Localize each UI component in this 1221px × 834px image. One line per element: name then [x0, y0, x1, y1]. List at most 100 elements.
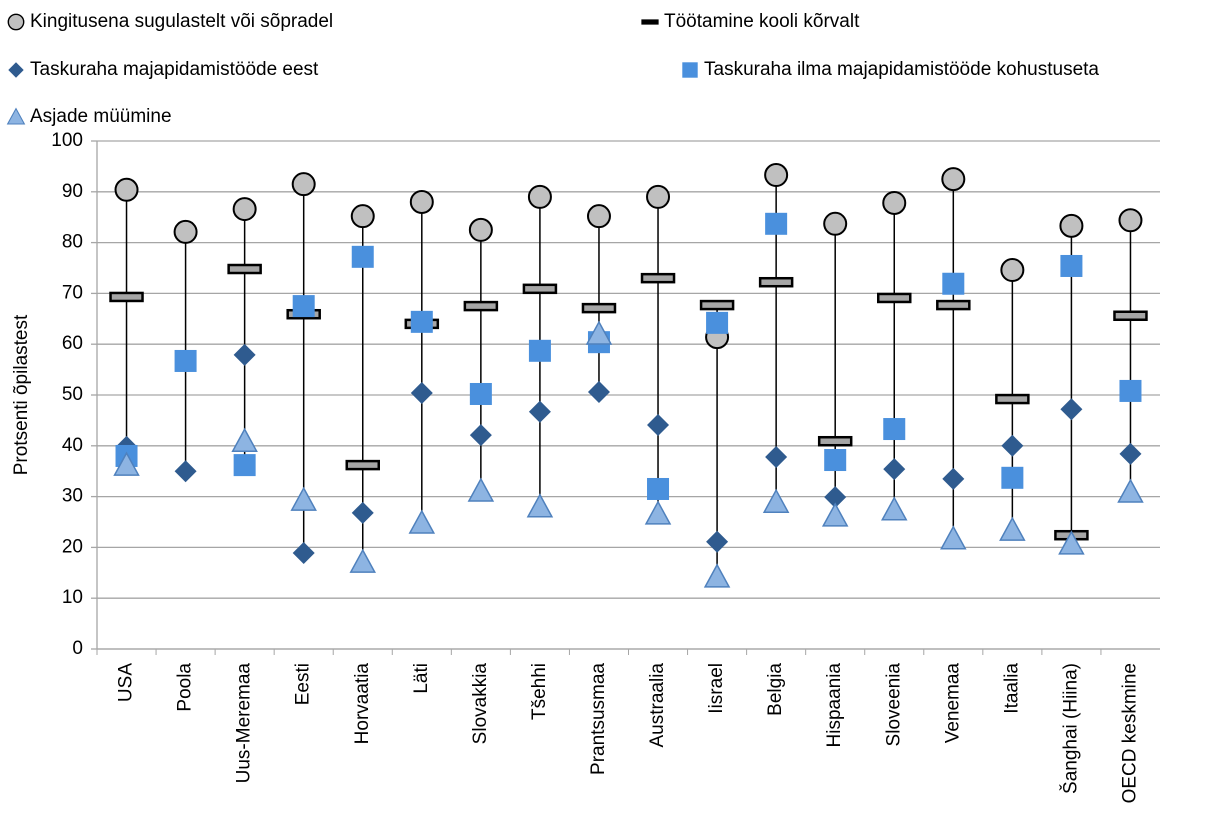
square-marker	[682, 62, 698, 78]
legend-item	[8, 62, 24, 78]
y-tick-label: 100	[51, 130, 83, 151]
y-tick-label: 50	[62, 384, 83, 405]
circle-marker	[941, 167, 966, 192]
x-tick-label: Tšehhi	[529, 663, 550, 720]
y-tick-label: 20	[62, 536, 83, 557]
triangle-marker	[644, 500, 672, 525]
square-marker	[1001, 466, 1024, 489]
circle-marker	[823, 211, 848, 236]
legend-label: Asjade müümine	[30, 106, 172, 127]
diamond-marker	[765, 445, 788, 468]
y-tick-label: 30	[62, 486, 83, 507]
y-tick-label: 60	[62, 333, 83, 354]
dash-marker	[640, 272, 676, 284]
diamond-marker	[469, 424, 492, 447]
diamond-marker	[1001, 434, 1024, 457]
diamond-marker	[292, 541, 315, 564]
circle-marker	[173, 219, 198, 244]
triangle-marker	[290, 486, 317, 511]
y-tick-label: 0	[72, 638, 83, 659]
square-marker	[647, 477, 670, 500]
x-tick-label: Horvaatia	[352, 663, 373, 745]
square-marker	[765, 212, 788, 235]
diamond-marker	[528, 400, 551, 423]
circle-marker	[1000, 258, 1025, 283]
dash-marker	[581, 302, 617, 314]
diamond-marker	[1060, 398, 1083, 421]
triangle-marker	[231, 427, 258, 452]
x-tick-label: Hispaania	[824, 663, 845, 748]
square-marker	[528, 339, 551, 362]
dash-marker	[463, 300, 499, 312]
square-marker	[942, 272, 965, 295]
square-marker	[469, 382, 492, 405]
diamond-marker	[883, 458, 906, 481]
y-tick-label: 80	[62, 232, 83, 253]
triangle-marker	[703, 563, 731, 588]
dash-marker	[758, 276, 794, 288]
dash-marker	[817, 435, 853, 447]
diamond-marker	[647, 413, 670, 436]
y-axis-label: Protsenti õpilastest	[11, 314, 32, 475]
x-tick-label: Iisrael	[706, 663, 727, 714]
legend-item	[641, 19, 659, 25]
square-marker	[174, 349, 197, 372]
diamond-marker	[174, 460, 197, 483]
x-tick-label: Itaalia	[1001, 663, 1022, 714]
triangle-marker	[1117, 478, 1144, 503]
square-marker	[410, 310, 433, 333]
x-tick-label: Šanghai (Hiina)	[1059, 663, 1081, 794]
legend-item	[7, 13, 25, 31]
x-tick-label: Uus-Meremaa	[234, 663, 255, 784]
circle-marker	[114, 177, 139, 202]
square-marker	[883, 418, 906, 441]
x-tick-label: Belgia	[765, 663, 786, 716]
diamond-marker	[351, 501, 374, 524]
diamond-marker	[1119, 442, 1142, 465]
square-marker	[706, 311, 729, 334]
circle-marker	[291, 172, 316, 197]
y-tick-label: 10	[62, 587, 83, 608]
circle-marker	[409, 189, 434, 214]
circle-marker	[468, 217, 493, 242]
circle-marker	[586, 204, 611, 229]
diamond-marker	[8, 62, 24, 78]
diamond-marker	[706, 530, 729, 553]
circle-marker	[646, 184, 671, 209]
y-tick-label: 40	[62, 435, 83, 456]
circle-marker	[527, 184, 552, 209]
square-marker	[351, 245, 374, 268]
square-marker	[292, 295, 315, 318]
diamond-marker	[410, 381, 433, 404]
legend-item	[6, 107, 26, 125]
triangle-marker	[1058, 530, 1085, 555]
square-marker	[233, 454, 256, 477]
triangle-marker	[113, 451, 140, 476]
triangle-marker	[6, 107, 26, 125]
x-tick-label: Slovakkia	[470, 663, 491, 745]
diamond-marker	[942, 467, 965, 490]
diamond-marker	[233, 343, 256, 366]
dash-marker	[699, 299, 735, 311]
triangle-marker	[526, 493, 554, 518]
y-tick-label: 90	[62, 181, 83, 202]
circle-marker	[232, 197, 257, 222]
dash-marker	[227, 263, 262, 275]
circle-marker	[1118, 208, 1143, 233]
dash-marker	[877, 292, 912, 304]
dash-marker	[641, 19, 659, 25]
triangle-marker	[467, 477, 495, 502]
triangle-marker	[940, 525, 967, 550]
x-tick-label: Läti	[411, 663, 432, 694]
diamond-marker	[824, 486, 847, 509]
legend-label: Kingitusena sugulastelt või sõpradel	[30, 11, 333, 32]
triangle-marker	[999, 516, 1026, 541]
circle-marker	[7, 13, 25, 31]
circle-marker	[1059, 213, 1084, 238]
dash-marker	[936, 299, 971, 311]
x-tick-label: Venemaa	[942, 663, 963, 744]
dash-marker	[345, 459, 380, 471]
square-marker	[824, 449, 847, 472]
x-tick-label: OECD keskmine	[1119, 663, 1140, 803]
